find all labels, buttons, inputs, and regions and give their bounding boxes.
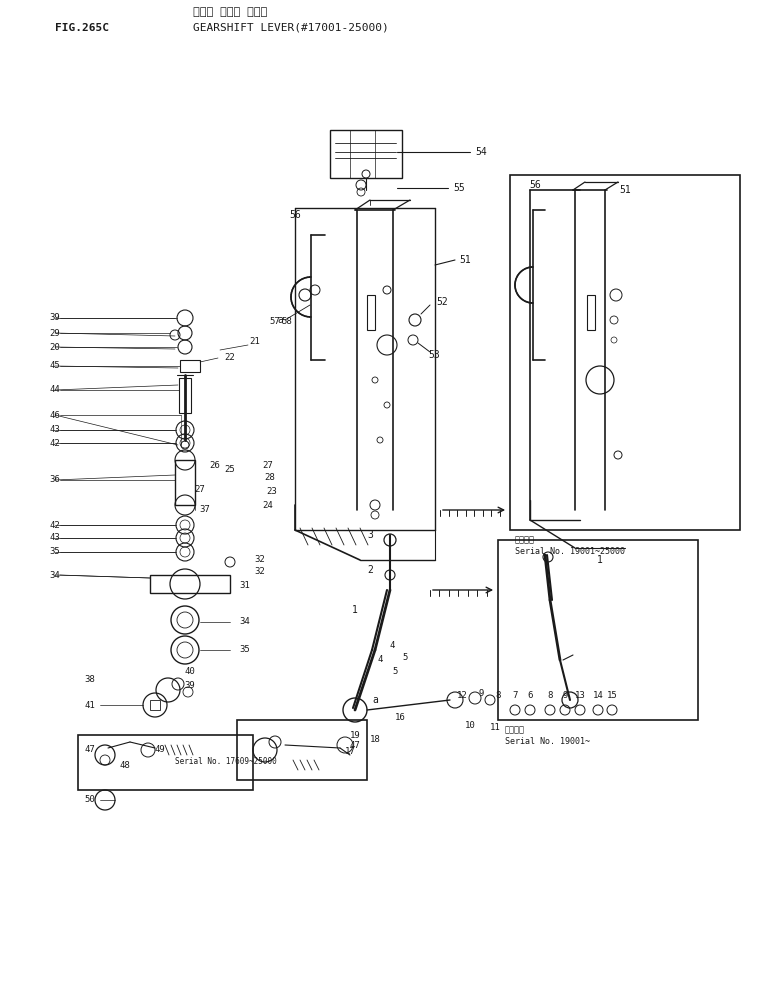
Text: 52: 52 [436, 297, 448, 307]
Bar [180, 360, 200, 372]
Bar [150, 700, 160, 710]
Text: 54: 54 [475, 147, 487, 157]
Text: 5: 5 [393, 667, 398, 676]
Text: 9: 9 [479, 688, 484, 698]
Text: 56: 56 [289, 210, 301, 220]
Text: GEARSHIFT LEVER(#17001-25000): GEARSHIFT LEVER(#17001-25000) [193, 23, 389, 33]
Text: 1: 1 [352, 605, 358, 615]
Text: 29: 29 [49, 329, 60, 338]
Text: 1: 1 [597, 555, 603, 565]
Text: 32: 32 [255, 567, 266, 576]
Bar [237, 720, 367, 780]
Text: 34: 34 [49, 570, 60, 579]
Bar [179, 378, 191, 413]
Text: Serial No. 17609~25000: Serial No. 17609~25000 [175, 757, 277, 766]
Text: 23: 23 [266, 487, 277, 497]
Text: 13: 13 [575, 690, 585, 700]
Text: 31: 31 [240, 580, 250, 589]
Bar [587, 295, 595, 330]
Text: 38: 38 [84, 675, 95, 684]
Text: 57: 57 [269, 318, 280, 327]
Text: 28: 28 [265, 473, 275, 482]
Text: 42: 42 [49, 521, 60, 530]
Text: 55: 55 [453, 183, 465, 193]
Text: 36: 36 [49, 475, 60, 484]
Text: 45: 45 [49, 361, 60, 370]
Text: 35: 35 [240, 645, 250, 654]
Text: 4: 4 [390, 641, 395, 649]
Text: 48: 48 [119, 760, 130, 769]
Text: 26: 26 [209, 460, 221, 469]
Bar [150, 575, 230, 593]
Bar [367, 295, 375, 330]
Text: a: a [277, 315, 283, 325]
Text: 7: 7 [512, 690, 517, 700]
Bar [78, 735, 253, 790]
Text: 16: 16 [395, 714, 406, 723]
Bar [498, 540, 698, 720]
Text: 14: 14 [593, 690, 603, 700]
Text: 8: 8 [495, 691, 501, 701]
Text: Serial No. 19001~25000: Serial No. 19001~25000 [515, 547, 625, 556]
Text: 18: 18 [370, 736, 380, 744]
Text: 58: 58 [282, 318, 292, 327]
Text: 27: 27 [195, 485, 205, 494]
Bar [175, 460, 195, 505]
Text: 4: 4 [377, 655, 383, 664]
Bar [510, 175, 740, 530]
Text: Serial No. 19001~: Serial No. 19001~ [505, 738, 590, 746]
Text: 12: 12 [457, 690, 467, 700]
Text: ギヤー シフト レバー: ギヤー シフト レバー [193, 7, 267, 17]
Text: 37: 37 [199, 506, 210, 515]
Text: 21: 21 [250, 338, 260, 346]
Text: 17: 17 [345, 747, 355, 756]
Text: 56: 56 [529, 180, 541, 190]
Bar [330, 130, 402, 178]
Text: 35: 35 [49, 547, 60, 556]
Text: 50: 50 [84, 796, 95, 805]
Text: 適用号標: 適用号標 [515, 536, 535, 544]
Text: 34: 34 [240, 618, 250, 627]
Text: 39: 39 [185, 680, 196, 689]
Text: 8: 8 [547, 690, 552, 700]
Text: 47: 47 [349, 741, 361, 749]
Text: 51: 51 [619, 185, 631, 195]
Text: 42: 42 [49, 439, 60, 447]
Text: 44: 44 [49, 385, 60, 394]
Text: 24: 24 [263, 501, 273, 510]
Text: 19: 19 [349, 731, 361, 740]
Text: 49: 49 [154, 745, 165, 754]
Text: 3: 3 [367, 530, 373, 540]
Text: 11: 11 [489, 724, 501, 733]
Text: 9: 9 [562, 690, 568, 700]
Text: FIG.265C: FIG.265C [55, 23, 109, 33]
Text: 22: 22 [224, 353, 235, 362]
Text: 53: 53 [428, 350, 440, 360]
Text: 47: 47 [84, 745, 95, 754]
Text: 32: 32 [255, 555, 266, 564]
Text: 27: 27 [263, 460, 273, 469]
Text: 15: 15 [607, 690, 617, 700]
Text: 5: 5 [403, 653, 408, 662]
Text: 6: 6 [527, 690, 533, 700]
Text: 20: 20 [49, 343, 60, 351]
Text: a: a [372, 695, 378, 705]
Text: 2: 2 [367, 565, 373, 575]
Text: 43: 43 [49, 534, 60, 543]
Text: 39: 39 [49, 314, 60, 323]
Text: 適用号標: 適用号標 [505, 726, 525, 735]
Text: 43: 43 [49, 426, 60, 435]
Text: 41: 41 [84, 701, 95, 710]
Text: 10: 10 [465, 721, 476, 730]
Text: 51: 51 [459, 255, 471, 265]
Text: 40: 40 [185, 667, 196, 676]
Text: 25: 25 [224, 465, 235, 474]
Text: 46: 46 [49, 411, 60, 420]
